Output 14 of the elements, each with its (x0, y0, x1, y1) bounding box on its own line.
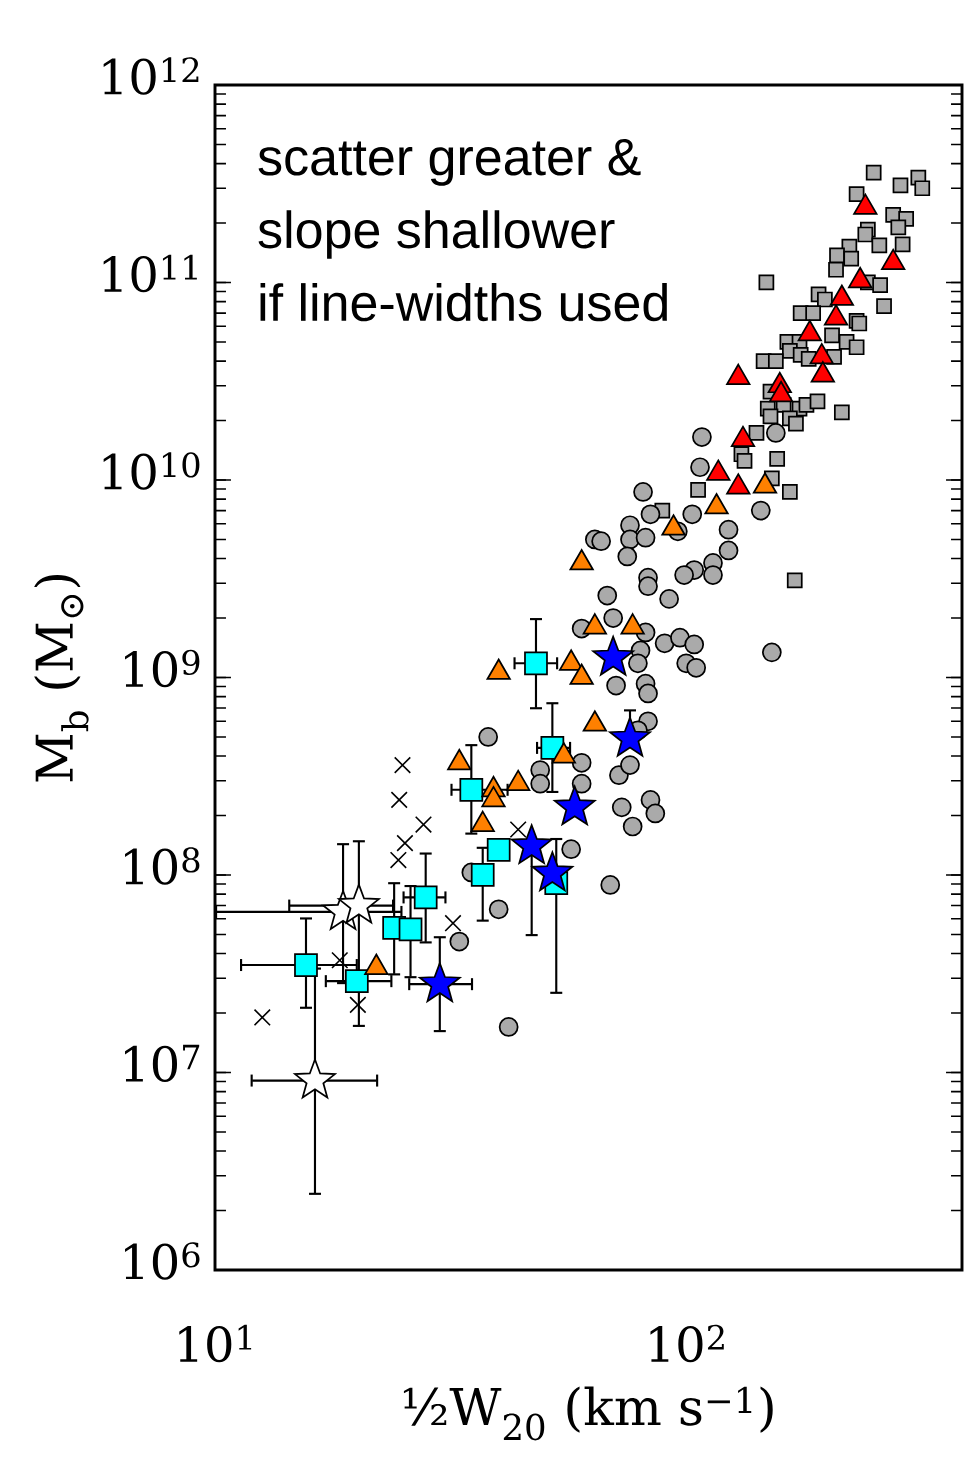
y-tick-label: 10$^{9}$ (125, 649, 200, 688)
y-tick-label: 10$^{6}$ (125, 1242, 200, 1280)
x-tick-label: 10$^{1}$ (179, 1324, 252, 1363)
y-tick-label: 10$^{7}$ (125, 1044, 200, 1083)
y-axis-title: M$_{b}$ (M$_{⊙}$) (34, 574, 89, 782)
x-tick-label: 10$^{2}$ (650, 1324, 724, 1363)
x-axis-title: ½W$_{20}$ (km s$^{−1}$) (403, 1386, 773, 1441)
y-tick-label: 10$^{10}$ (103, 452, 200, 490)
annotation: if line-widths used (260, 283, 667, 322)
y-tick-label: 10$^{12}$ (103, 57, 199, 95)
y-tick-label: 10$^{8}$ (125, 847, 200, 885)
annotation: scatter greater & (258, 139, 641, 186)
annotation: slope shallower (258, 210, 615, 259)
y-tick-label: 10$^{11}$ (103, 254, 197, 293)
